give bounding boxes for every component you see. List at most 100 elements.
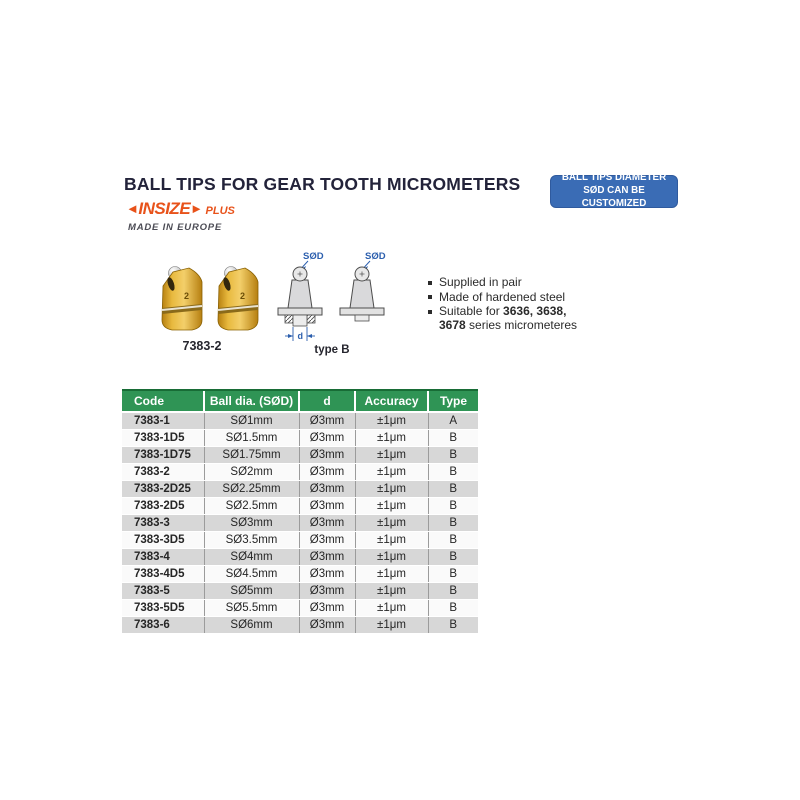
feature-text-part: Suitable for [439,304,504,318]
brand-tagline: MADE IN EUROPE [128,222,223,233]
table-row: 7383-5 SØ5mm Ø3mm ±1μm B [122,582,478,600]
cell-type: A [427,412,478,430]
cell-code: 7383-5 [122,582,204,600]
cell-d: Ø3mm [298,599,355,617]
table-row: 7383-1 SØ1mm Ø3mm ±1μm A [122,412,478,430]
cell-accuracy: ±1μm [354,463,428,481]
cell-ball-dia: SØ2.25mm [203,480,299,498]
table-row: 7383-4 SØ4mm Ø3mm ±1μm B [122,548,478,566]
cell-d: Ø3mm [298,480,355,498]
d-label: d [298,331,304,341]
cell-accuracy: ±1μm [354,412,428,430]
feature-text: Supplied in pair [439,275,522,289]
cell-type: B [427,514,478,532]
cell-code: 7383-1D5 [122,429,204,447]
cell-code: 7383-1 [122,412,204,430]
cell-d: Ø3mm [298,565,355,583]
brand-name: INSIZE [138,199,191,218]
series-number: 3678 [439,317,466,332]
cell-ball-dia: SØ5mm [203,582,299,600]
square-bullet-icon [428,309,432,314]
header-accuracy: Accuracy [354,389,428,413]
cell-d: Ø3mm [298,514,355,532]
cell-d: Ø3mm [298,412,355,430]
table-row: 7383-3 SØ3mm Ø3mm ±1μm B [122,514,478,532]
table-row: 7383-6 SØ6mm Ø3mm ±1μm B [122,616,478,634]
cell-accuracy: ±1μm [354,582,428,600]
cell-accuracy: ±1μm [354,531,428,549]
cell-d: Ø3mm [298,548,355,566]
drawing-caption: type B [314,344,350,356]
cell-accuracy: ±1μm [354,548,428,566]
cell-type: B [427,616,478,634]
cell-accuracy: ±1μm [354,514,428,532]
header-ball-dia: Ball dia. (SØD) [203,389,299,413]
table-row: 7383-5D5 SØ5.5mm Ø3mm ±1μm B [122,599,478,617]
logo-right-arrow-icon: ► [190,201,203,216]
cell-accuracy: ±1μm [354,429,428,447]
cell-type: B [427,446,478,464]
cell-type: B [427,548,478,566]
square-bullet-icon [428,295,432,299]
feature-item: Suitable for 3636, 3638, 3678 series mic… [428,304,578,332]
cell-code: 7383-3 [122,514,204,532]
cell-ball-dia: SØ1.5mm [203,429,299,447]
feature-item: Made of hardened steel [428,289,577,305]
feature-text: Suitable for 3636, 3638, 3678 series mic… [439,304,578,332]
table-row: 7383-2D5 SØ2.5mm Ø3mm ±1μm B [122,497,478,515]
table-row: 7383-2D25 SØ2.25mm Ø3mm ±1μm B [122,480,478,498]
product-caption: 7383-2 [182,339,222,353]
cell-accuracy: ±1μm [354,446,428,464]
table-header-row: Code Ball dia. (SØD) d Accuracy Type [122,389,478,413]
technical-drawing: SØD d SØD [277,251,386,341]
cell-ball-dia: SØ4mm [203,548,299,566]
cell-ball-dia: SØ5.5mm [203,599,299,617]
drawing-type-a: SØD d [277,251,324,341]
cell-ball-dia: SØ1mm [203,412,299,430]
cell-code: 7383-2D5 [122,497,204,515]
cell-ball-dia: SØ1.75mm [203,446,299,464]
table-row: 7383-2 SØ2mm Ø3mm ±1μm B [122,463,478,481]
sod-label-right: SØD [365,251,386,262]
logo-left-arrow-icon: ◄ [126,201,139,216]
brand-suffix: PLUS [205,205,235,217]
feature-text-part: series micrometeres [465,317,578,332]
cell-type: B [427,429,478,447]
cell-code: 7383-4 [122,548,204,566]
cell-type: B [427,463,478,481]
cell-ball-dia: SØ4.5mm [203,565,299,583]
cell-d: Ø3mm [298,463,355,481]
cell-d: Ø3mm [298,582,355,600]
page-title: BALL TIPS FOR GEAR TOOTH MICROMETERS [124,174,521,194]
cell-code: 7383-2 [122,463,204,481]
cell-d: Ø3mm [298,446,355,464]
cell-d: Ø3mm [298,497,355,515]
cell-type: B [427,582,478,600]
series-number: 3636, 3638, [503,304,567,318]
table-row: 7383-3D5 SØ3.5mm Ø3mm ±1μm B [122,531,478,549]
cell-ball-dia: SØ6mm [203,616,299,634]
cell-accuracy: ±1μm [354,565,428,583]
cell-accuracy: ±1μm [354,497,428,515]
cell-ball-dia: SØ3mm [203,514,299,532]
svg-text:2: 2 [240,291,245,301]
svg-text:2: 2 [184,291,189,301]
cell-code: 7383-1D75 [122,446,204,464]
cell-d: Ø3mm [298,429,355,447]
cell-accuracy: ±1μm [354,480,428,498]
cell-code: 7383-3D5 [122,531,204,549]
info-badge: BALL TIPS DIAMETER SØD CAN BE CUSTOMIZED [550,172,678,209]
ball-tip-left: 2 [161,266,203,331]
spec-table: Code Ball dia. (SØD) d Accuracy Type 738… [122,389,478,634]
cell-ball-dia: SØ2.5mm [203,497,299,515]
feature-text: Made of hardened steel [439,289,566,304]
square-bullet-icon [428,280,432,285]
cell-type: B [427,497,478,515]
cell-type: B [427,531,478,549]
header-type: Type [427,389,478,413]
cell-type: B [427,599,478,617]
cell-type: B [427,565,478,583]
table-row: 7383-1D75 SØ1.75mm Ø3mm ±1μm B [122,446,478,464]
insize-logo: ◄INSIZE► PLUS [126,199,235,219]
